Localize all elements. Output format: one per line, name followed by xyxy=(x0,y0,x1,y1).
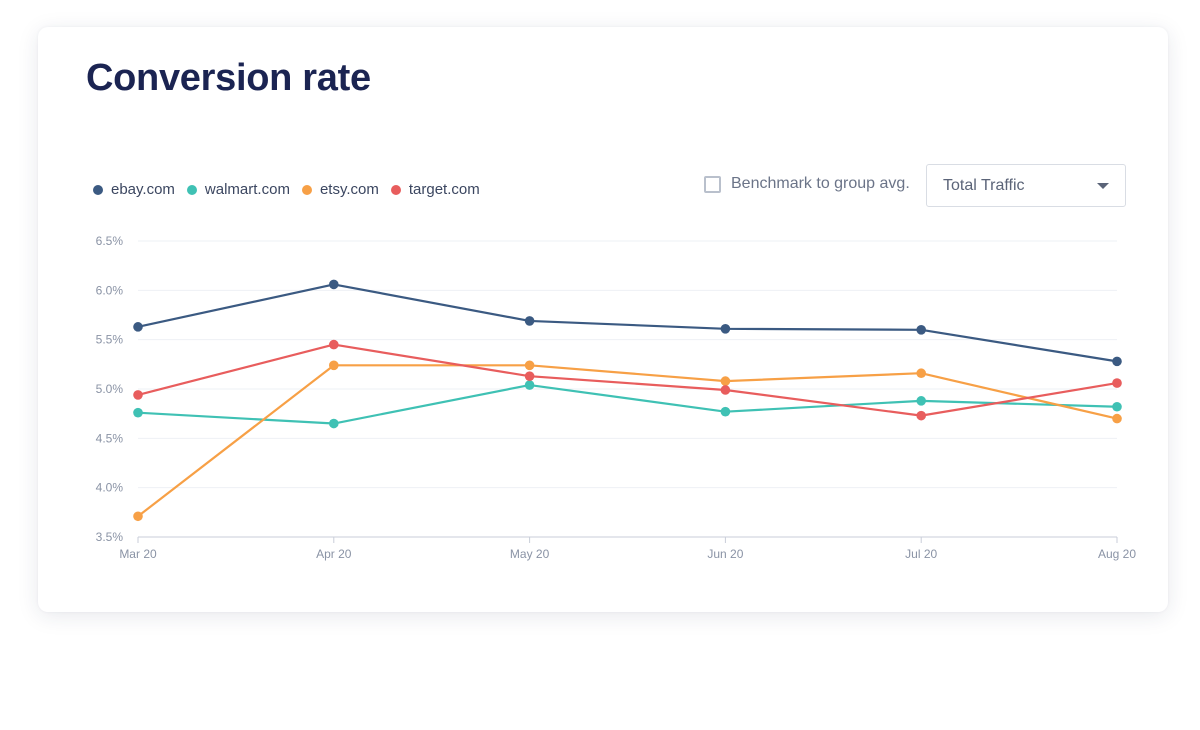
data-point-walmart[interactable] xyxy=(524,380,535,390)
data-point-target[interactable] xyxy=(1112,378,1122,388)
data-point-etsy[interactable] xyxy=(916,368,926,379)
y-tick-label: 4.0% xyxy=(96,481,124,495)
y-tick-label: 5.0% xyxy=(96,382,124,396)
axes: 3.5% 4.0% 4.5% 5.0% 5.5% 6.0% 6.5% Mar 20 Apr 20… xyxy=(96,234,1137,561)
legend-label-etsy: etsy.com xyxy=(319,181,379,198)
chevron-down-icon xyxy=(1097,182,1109,189)
legend-label-target: target.com xyxy=(408,181,480,198)
data-point-target[interactable] xyxy=(524,371,535,381)
legend-label-ebay: ebay.com xyxy=(111,181,175,198)
data-point-etsy[interactable] xyxy=(720,376,731,386)
chart-card: Conversion rate ebay.com walmart.com ets… xyxy=(38,27,1168,612)
data-point-target[interactable] xyxy=(329,339,339,350)
data-point-ebay[interactable] xyxy=(133,322,143,332)
x-tick-label: Mar 20 xyxy=(119,547,157,561)
traffic-dropdown-value: Total Traffic xyxy=(943,176,1025,194)
data-point-target[interactable] xyxy=(720,385,731,395)
benchmark-toggle[interactable]: Benchmark to group avg. xyxy=(704,175,910,193)
data-point-target[interactable] xyxy=(133,390,143,400)
page-title: Conversion rate xyxy=(86,57,371,99)
data-point-walmart[interactable] xyxy=(133,407,143,418)
x-tick-label: Jul 20 xyxy=(905,547,937,561)
data-point-etsy[interactable] xyxy=(329,360,339,371)
data-point-walmart[interactable] xyxy=(329,418,339,429)
series-line-etsy xyxy=(137,364,1118,518)
data-point-ebay[interactable] xyxy=(524,316,535,326)
series-points xyxy=(133,279,1122,522)
y-tick-label: 5.5% xyxy=(96,333,124,347)
traffic-dropdown[interactable]: Total Traffic xyxy=(926,164,1126,207)
legend-item-ebay[interactable]: ebay.com xyxy=(93,181,175,198)
data-point-ebay[interactable] xyxy=(916,325,926,335)
data-point-etsy[interactable] xyxy=(524,360,535,371)
grid-lines xyxy=(138,240,1117,538)
benchmark-label: Benchmark to group avg. xyxy=(731,175,910,192)
data-point-walmart[interactable] xyxy=(916,396,926,406)
benchmark-checkbox[interactable] xyxy=(704,175,721,193)
x-tick-label: Apr 20 xyxy=(316,547,352,561)
legend-dot-walmart xyxy=(186,184,197,195)
legend-item-walmart[interactable]: walmart.com xyxy=(186,181,290,198)
chart-legend: ebay.com walmart.com etsy.com target.com xyxy=(93,181,480,198)
series-line-target xyxy=(137,343,1118,417)
y-tick-label: 4.5% xyxy=(96,431,124,445)
legend-dot-target xyxy=(390,184,401,195)
legend-label-walmart: walmart.com xyxy=(204,181,290,198)
y-tick-label: 6.5% xyxy=(96,234,124,248)
data-point-etsy[interactable] xyxy=(133,511,143,522)
data-point-ebay[interactable] xyxy=(1112,356,1122,367)
legend-item-etsy[interactable]: etsy.com xyxy=(301,181,379,198)
y-tick-label: 3.5% xyxy=(96,530,124,544)
line-chart: 3.5% 4.0% 4.5% 5.0% 5.5% 6.0% 6.5% Mar 20 Apr 20… xyxy=(96,234,1137,561)
legend-dot-ebay xyxy=(93,184,103,195)
data-point-walmart[interactable] xyxy=(720,406,731,417)
series-lines xyxy=(137,283,1118,518)
series-line-ebay xyxy=(137,283,1118,363)
legend-item-target[interactable]: target.com xyxy=(390,181,480,198)
legend-dot-etsy xyxy=(301,184,312,195)
data-point-ebay[interactable] xyxy=(720,324,731,334)
data-point-target[interactable] xyxy=(916,410,926,421)
data-point-walmart[interactable] xyxy=(1112,401,1122,412)
x-tick-label: Jun 20 xyxy=(707,547,743,561)
x-tick-label: Aug 20 xyxy=(1098,547,1136,561)
data-point-ebay[interactable] xyxy=(329,279,339,290)
series-line-walmart xyxy=(137,383,1118,425)
data-point-etsy[interactable] xyxy=(1112,413,1122,424)
y-tick-label: 6.0% xyxy=(96,283,124,297)
x-tick-label: May 20 xyxy=(510,547,550,561)
